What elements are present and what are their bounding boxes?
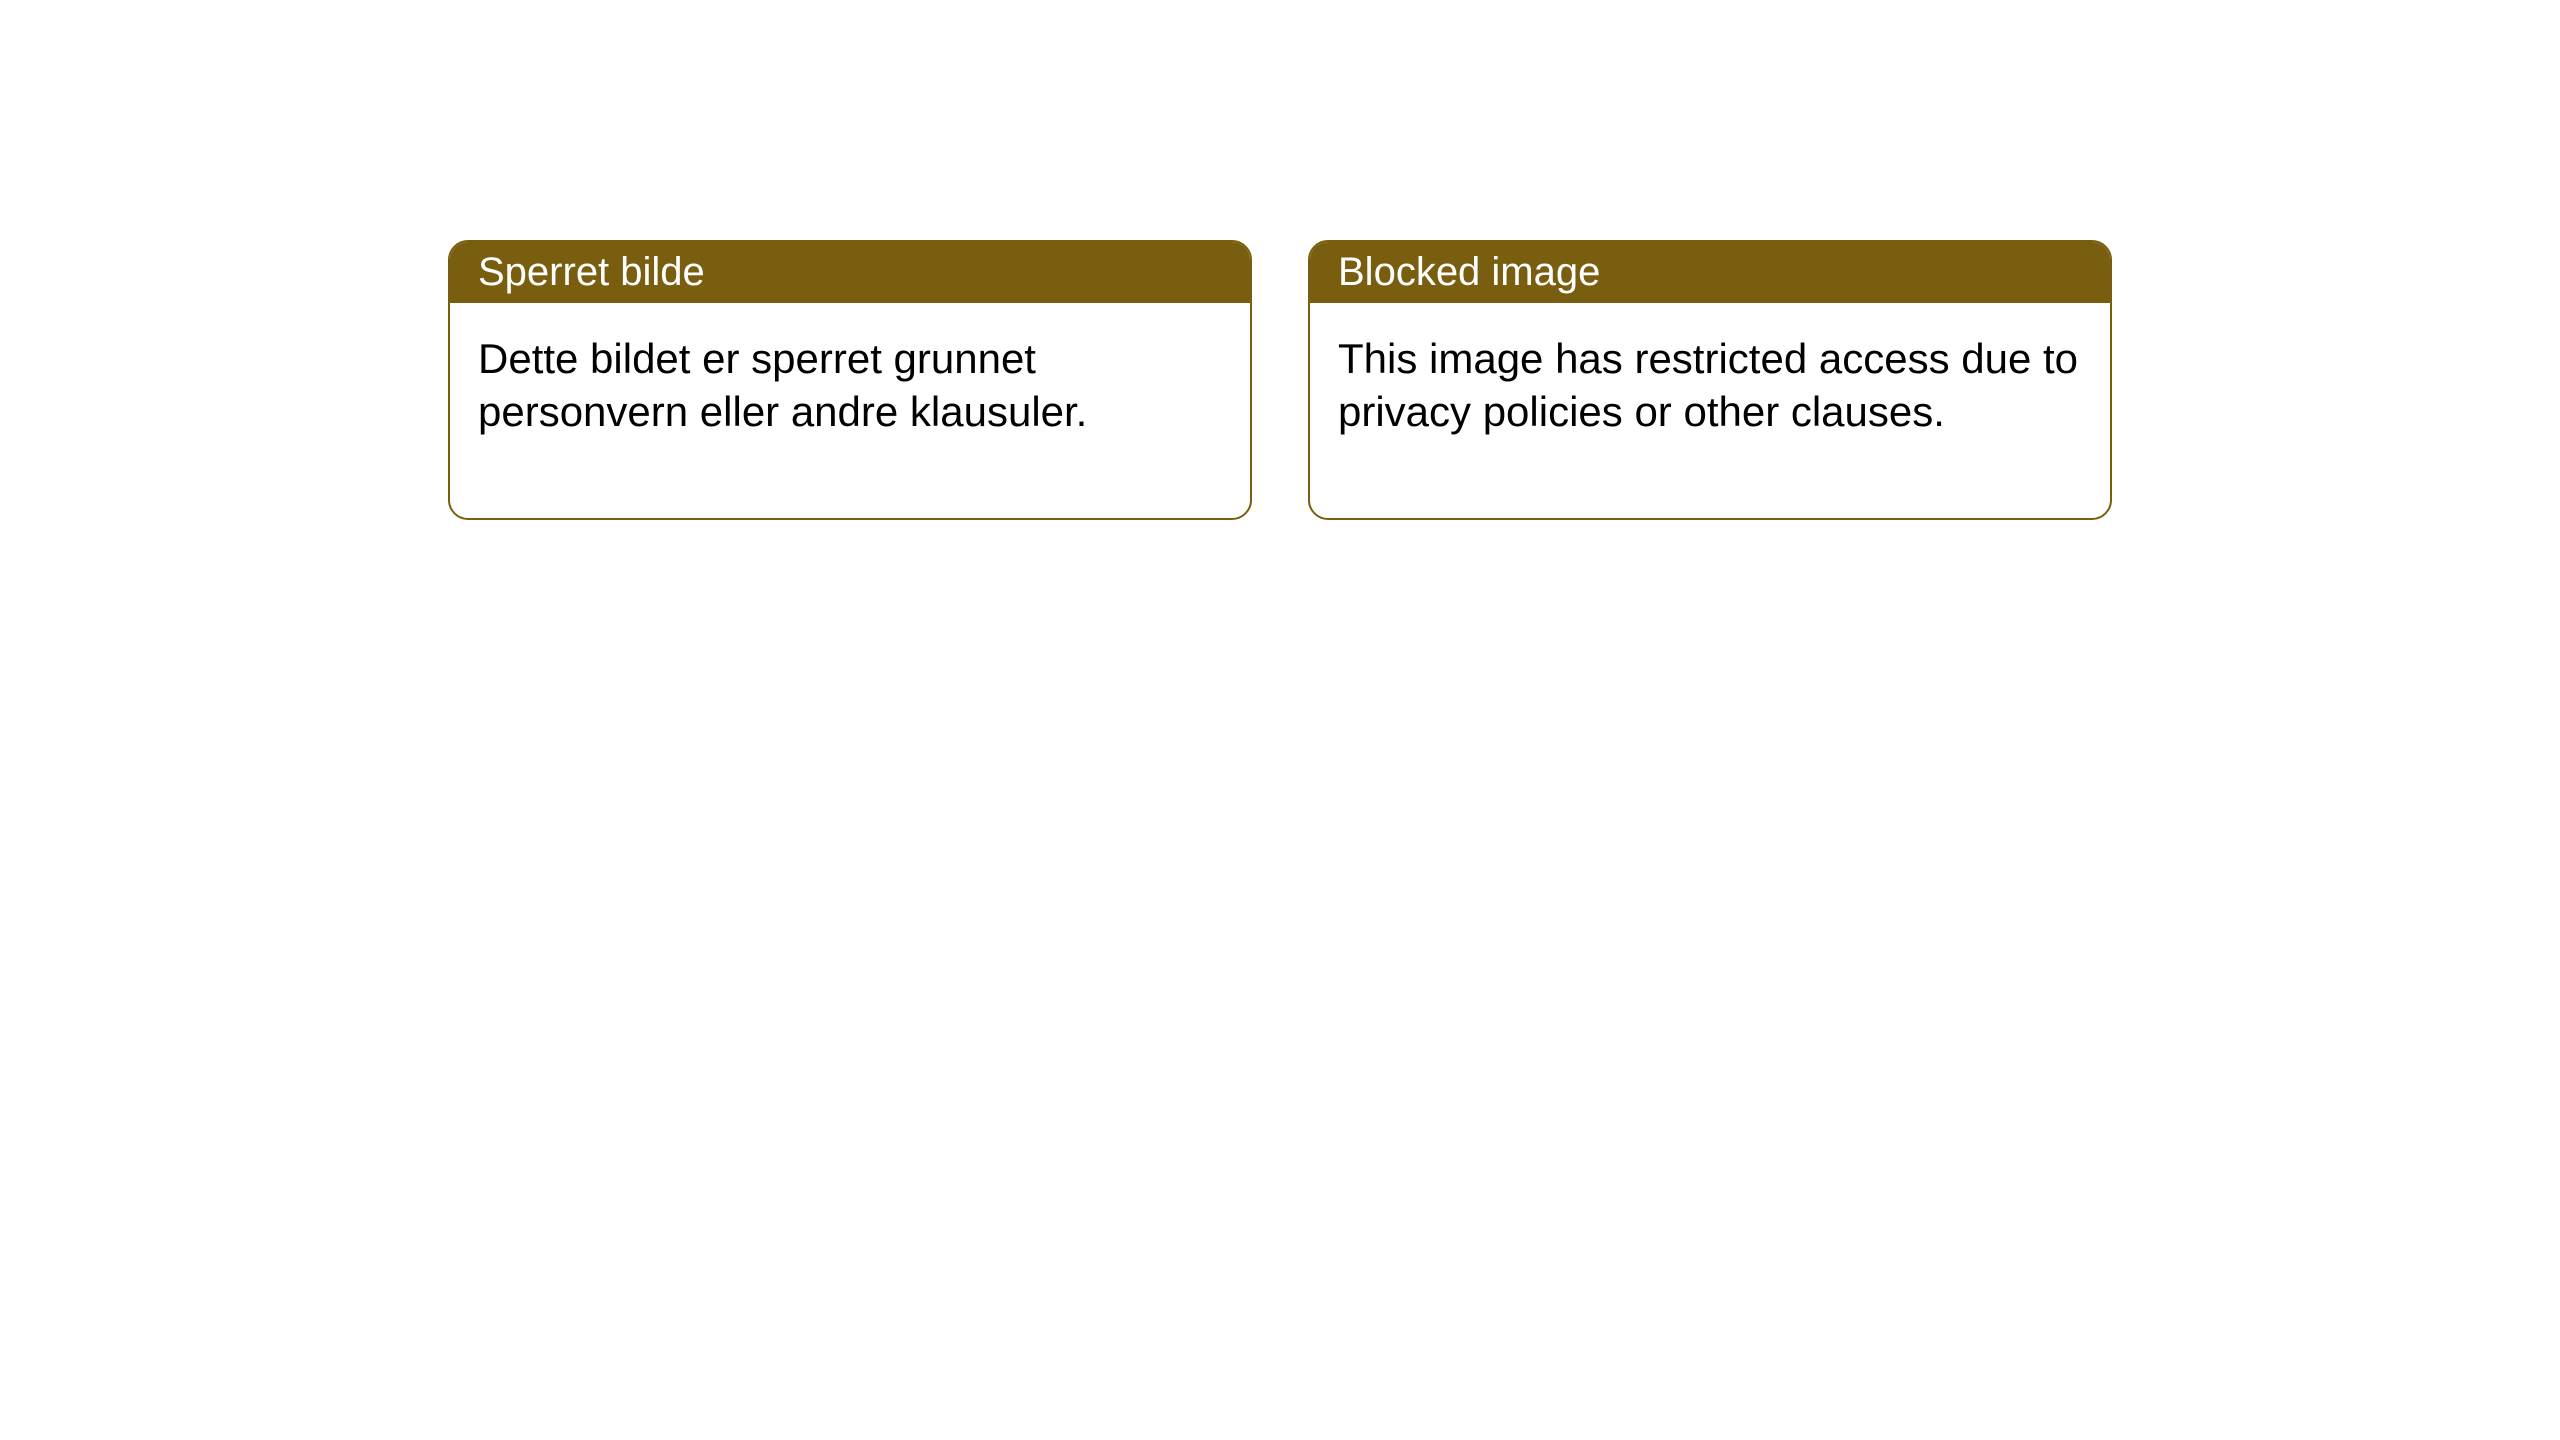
card-body-text: This image has restricted access due to … <box>1338 335 2078 435</box>
card-title: Sperret bilde <box>478 250 705 294</box>
notice-card-english: Blocked image This image has restricted … <box>1308 240 2112 520</box>
card-header: Sperret bilde <box>450 242 1250 303</box>
card-title: Blocked image <box>1338 250 1600 294</box>
notice-container: Sperret bilde Dette bildet er sperret gr… <box>448 240 2112 520</box>
card-header: Blocked image <box>1310 242 2110 303</box>
card-body-text: Dette bildet er sperret grunnet personve… <box>478 335 1087 435</box>
card-body: This image has restricted access due to … <box>1310 303 2110 518</box>
notice-card-norwegian: Sperret bilde Dette bildet er sperret gr… <box>448 240 1252 520</box>
card-body: Dette bildet er sperret grunnet personve… <box>450 303 1250 518</box>
